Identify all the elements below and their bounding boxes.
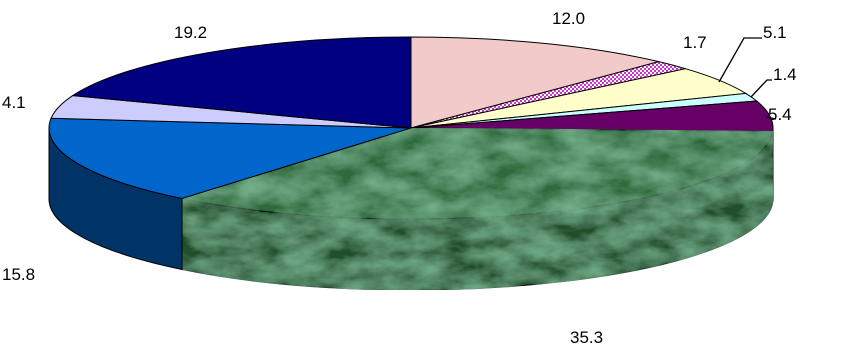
slice-35.3 xyxy=(181,127,774,220)
data-label-12.0: 12.0 xyxy=(552,9,585,28)
leader-1.4 xyxy=(750,79,772,98)
leader-5.4 xyxy=(765,116,777,120)
data-label-4.1: 4.1 xyxy=(2,93,26,112)
data-label-1.7: 1.7 xyxy=(683,33,707,52)
data-label-5.1: 5.1 xyxy=(763,23,787,42)
pie-top-faces xyxy=(48,36,774,220)
slice-15.8 xyxy=(48,117,412,199)
leader-lines xyxy=(718,37,777,120)
data-labels: 12.0 1.7 5.1 1.4 5.4 35.3 15.8 4.1 19.2 xyxy=(2,9,797,347)
data-label-35.3: 35.3 xyxy=(570,328,603,347)
slice-12.0 xyxy=(410,36,659,129)
data-label-5.4: 5.4 xyxy=(768,105,792,124)
data-label-1.4: 1.4 xyxy=(773,65,797,84)
leader-5.1 xyxy=(718,37,762,83)
data-label-19.2: 19.2 xyxy=(174,23,207,42)
data-label-15.8: 15.8 xyxy=(2,265,35,284)
slice-19.2 xyxy=(71,36,412,129)
